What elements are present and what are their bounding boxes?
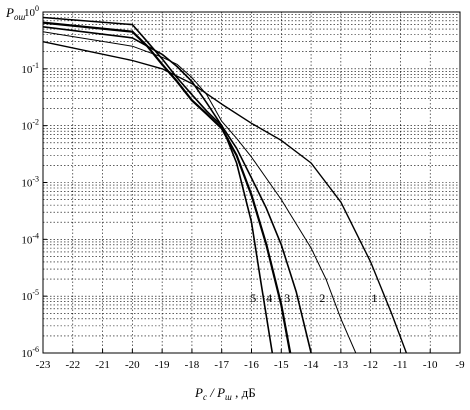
y-tick-label: 10-3 xyxy=(21,175,39,190)
y-tick-label: 10-2 xyxy=(21,118,39,133)
x-axis-title-b-sub: ш xyxy=(225,392,232,402)
x-axis-title-a-sub: c xyxy=(203,392,207,402)
series-label-1: 1 xyxy=(372,291,378,305)
series-label-3: 3 xyxy=(284,291,290,305)
series-label-4: 4 xyxy=(266,291,272,305)
x-tick-label: -19 xyxy=(155,359,170,371)
series-label-5: 5 xyxy=(250,291,256,305)
y-tick-label: 10-1 xyxy=(21,61,39,76)
x-tick-label: -9 xyxy=(455,359,465,371)
ticks: -23 -22 -21 -20 -19 -18 -17 -16 -15 -14 -13 -12 -11 -… xyxy=(21,4,465,371)
series-line-2 xyxy=(42,31,357,354)
y-axis-title-sub: ош xyxy=(14,12,26,22)
curve-labels: 1 2 345 xyxy=(250,291,377,305)
series-line-5 xyxy=(42,16,274,354)
series-label-2: 2 xyxy=(319,291,325,305)
x-tick-label: -10 xyxy=(423,359,438,371)
y-tick-label: 100 xyxy=(24,4,39,19)
x-tick-label: -16 xyxy=(244,359,259,371)
curves xyxy=(42,16,408,354)
x-tick-label: -14 xyxy=(304,359,319,371)
y-tick-label: 10-6 xyxy=(21,345,39,360)
series-line-1 xyxy=(42,41,408,354)
x-tick-label: -21 xyxy=(95,359,110,371)
x-axis-title-a: P xyxy=(194,385,203,400)
x-tick-label: -12 xyxy=(363,359,378,371)
x-axis-title: Pc / Pш , дБ xyxy=(194,385,256,402)
y-axis-title-main: P xyxy=(5,5,14,20)
x-tick-label: -11 xyxy=(393,359,407,371)
x-tick-label: -18 xyxy=(185,359,200,371)
x-axis-title-b: P xyxy=(216,385,225,400)
x-axis-title-sep: / xyxy=(207,385,217,400)
x-axis-title-unit: , дБ xyxy=(232,385,256,400)
x-tick-label: -22 xyxy=(65,359,80,371)
x-tick-label: -23 xyxy=(36,359,51,371)
x-tick-label: -15 xyxy=(274,359,289,371)
x-tick-label: -20 xyxy=(125,359,140,371)
y-axis-title: Pош xyxy=(5,5,25,22)
y-tick-label: 10-4 xyxy=(21,231,39,246)
y-tick-label: 10-5 xyxy=(21,288,39,303)
grid xyxy=(42,12,461,353)
x-tick-label: -13 xyxy=(334,359,349,371)
x-tick-label: -17 xyxy=(214,359,229,371)
series-line-4 xyxy=(42,21,292,354)
